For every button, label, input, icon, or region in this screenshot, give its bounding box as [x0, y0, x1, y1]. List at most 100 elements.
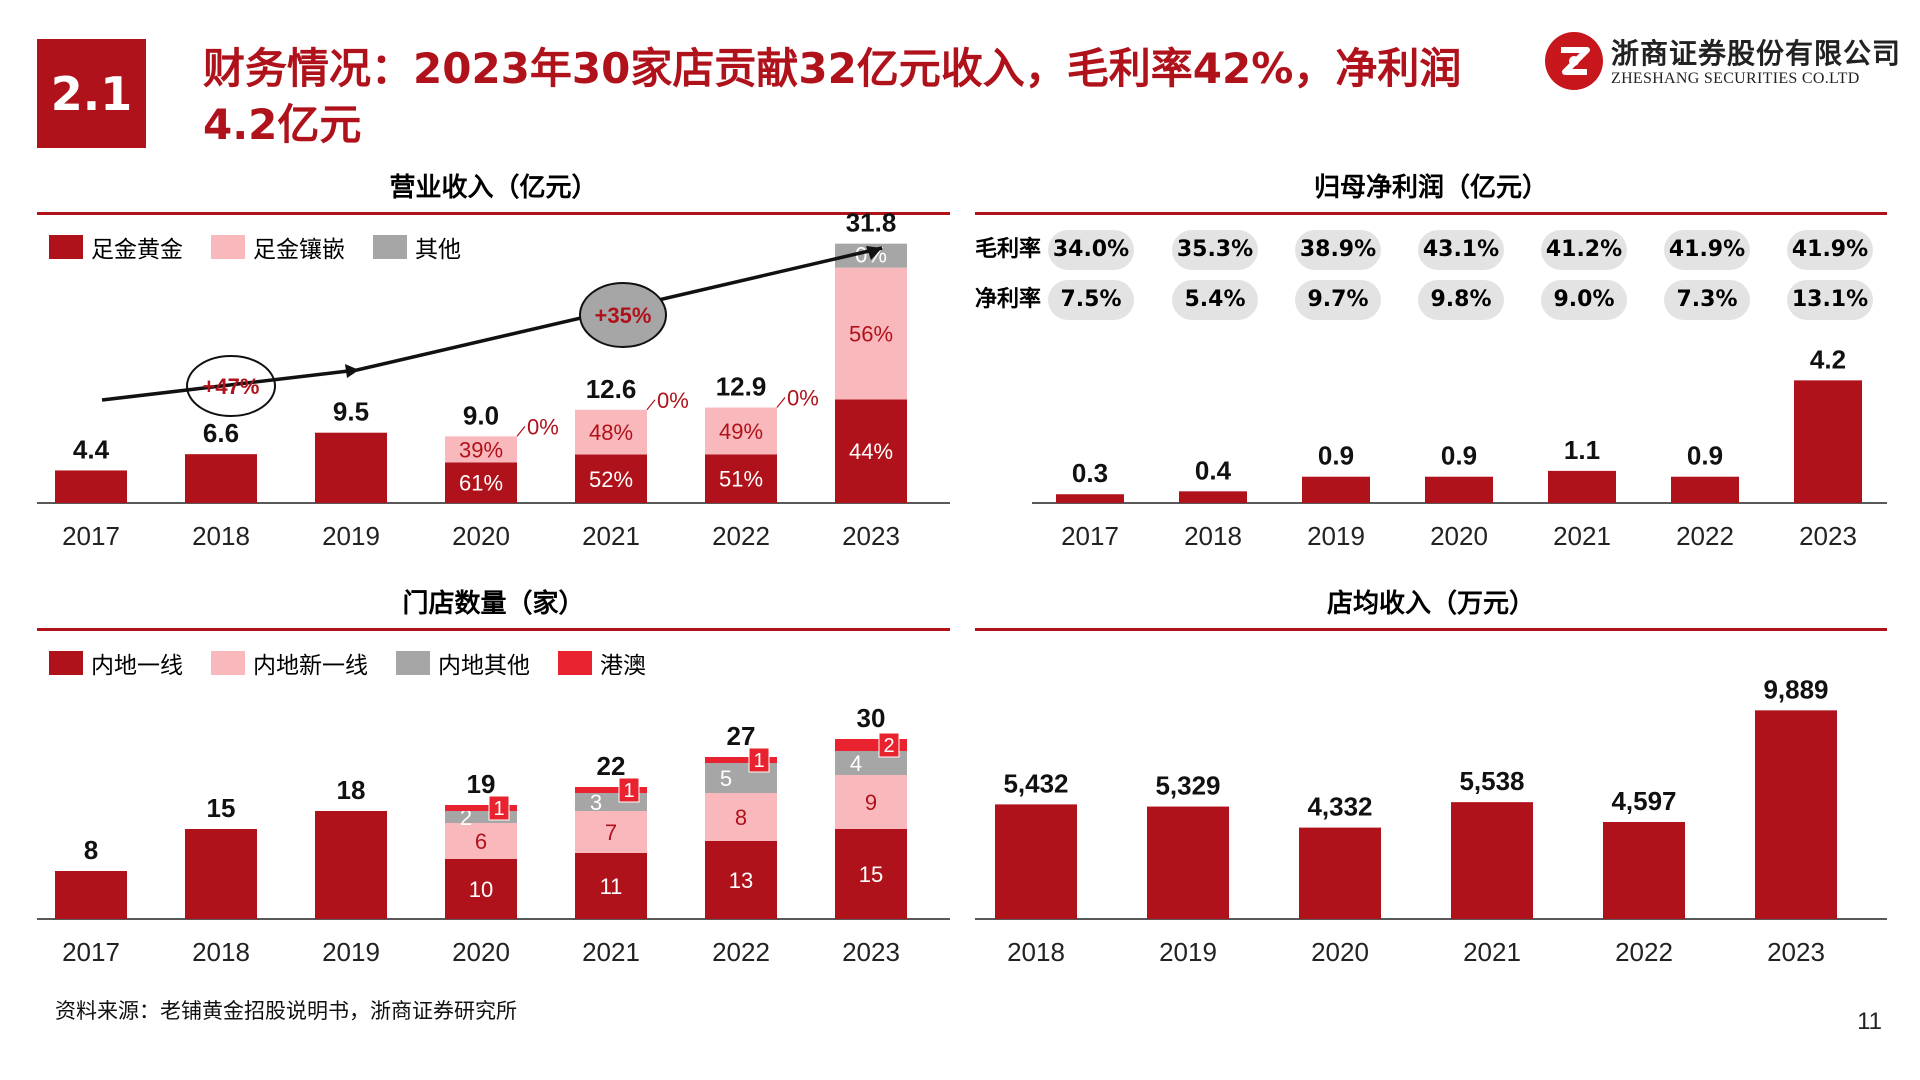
- gross-margin-pill: 35.3%: [1172, 230, 1258, 270]
- profit-title-rule: [975, 212, 1887, 215]
- x-tick-label: 2021: [582, 937, 640, 967]
- net-margin-pill: 9.7%: [1295, 280, 1381, 320]
- logo-english-name: ZHESHANG SECURITIES CO.LTD: [1611, 70, 1860, 87]
- revenue-bar-segment: [835, 399, 907, 503]
- per-store-value-label: 5,432: [1003, 768, 1068, 798]
- gross-margin-pill: 43.1%: [1418, 230, 1504, 270]
- legend-label: 内地新一线: [253, 653, 368, 679]
- per-store-title-rule: [975, 628, 1887, 631]
- growth-callout-label: +35%: [595, 303, 652, 328]
- net-margin-pill: 9.8%: [1418, 280, 1504, 320]
- x-tick-label: 2017: [62, 521, 120, 551]
- hkmacau-label-box: [618, 777, 640, 803]
- revenue-bar-segment: [315, 432, 387, 503]
- stores-bar-segment: [835, 775, 907, 829]
- x-tick-label: 2023: [1799, 521, 1857, 551]
- profit-bar: [1548, 470, 1616, 503]
- stores-bar-segment: [705, 841, 777, 919]
- per-store-panel: 店均收入（万元） 5,432 2018 5,329 2019 4,332 2020 5,53…: [975, 584, 1887, 984]
- stores-total-label: 15: [207, 793, 236, 823]
- revenue-bar-segment: [55, 470, 127, 503]
- profit-bar: [1179, 491, 1247, 503]
- revenue-total-label: 12.6: [586, 374, 637, 404]
- legend-label: 足金镶嵌: [253, 237, 345, 263]
- x-tick-label: 2021: [582, 521, 640, 551]
- legend-item-new-tier1: 内地新一线: [211, 646, 368, 680]
- revenue-title-rule: [37, 212, 950, 215]
- per-store-value-label: 4,597: [1611, 786, 1676, 816]
- revenue-panel: 营业收入（亿元） 足金黄金 足金镶嵌 其他 4.4 2017 6.6 2018 9.5 2…: [37, 168, 950, 568]
- x-tick-label: 2019: [322, 937, 380, 967]
- hkmacau-label-box: [878, 732, 900, 758]
- per-store-bar: [1451, 802, 1533, 919]
- per-store-value-label: 5,538: [1459, 766, 1524, 796]
- x-tick-label: 2020: [1430, 521, 1488, 551]
- profit-bar: [1671, 476, 1739, 503]
- legend-label: 内地一线: [91, 653, 183, 679]
- legend-label: 其他: [415, 237, 461, 263]
- legend-label: 港澳: [600, 653, 646, 679]
- section-number: 2.1: [37, 39, 146, 148]
- gross-margin-pill: 38.9%: [1295, 230, 1381, 270]
- stores-segment-label: 10: [469, 877, 493, 902]
- legend-label: 足金黄金: [91, 237, 183, 263]
- profit-value-label: 0.3: [1072, 458, 1108, 488]
- revenue-bar-segment: [185, 454, 257, 503]
- stores-chart-title: 门店数量（家）: [402, 589, 585, 619]
- gross-margin-pill: 41.2%: [1541, 230, 1627, 270]
- stores-total-label: 30: [857, 703, 886, 733]
- revenue-total-label: 12.9: [716, 372, 767, 402]
- stores-segment-label: 1: [753, 750, 764, 772]
- revenue-bar-segment: [835, 267, 907, 400]
- net-margin-pill: 9.0%: [1541, 280, 1627, 320]
- profit-bar: [1056, 494, 1124, 503]
- legend-item-tier1: 内地一线: [49, 646, 183, 680]
- x-tick-label: 2022: [1615, 937, 1673, 967]
- x-tick-label: 2019: [1307, 521, 1365, 551]
- legend-item-other: 其他: [373, 230, 461, 264]
- profit-chart: 0.3 2017 0.4 2018 0.9 2019 0.9 2020 1.1 2021 0.9 20…: [1032, 344, 1887, 551]
- x-tick-label: 2017: [62, 937, 120, 967]
- stores-segment-label: 5: [720, 766, 732, 791]
- stores-bar-segment: [705, 757, 777, 763]
- stores-total-label: 22: [597, 751, 626, 781]
- revenue-share-label: 56%: [849, 322, 893, 347]
- stores-segment-label: 1: [493, 798, 504, 820]
- net-margin-pill: 7.3%: [1664, 280, 1750, 320]
- hkmacau-label-box: [488, 795, 510, 821]
- stores-bar-segment: [445, 805, 517, 811]
- revenue-share-label: 0%: [787, 386, 819, 411]
- stores-bar-segment: [445, 859, 517, 919]
- per-store-chart: 5,432 2018 5,329 2019 4,332 2020 5,538 2021 4,59…: [975, 674, 1887, 967]
- stores-bar-segment: [55, 871, 127, 919]
- leader-line: [516, 426, 526, 437]
- net-margin-label: 净利率: [975, 287, 1042, 312]
- profit-value-label: 0.9: [1441, 441, 1477, 471]
- per-store-bar: [1603, 822, 1685, 919]
- legend-swatch: [558, 651, 592, 675]
- revenue-bar-segment: [575, 409, 647, 455]
- stores-bar-segment: [575, 853, 647, 919]
- stores-bar-segment: [445, 823, 517, 859]
- profit-bar: [1794, 380, 1862, 503]
- revenue-bar-segment: [705, 407, 777, 455]
- stores-total-label: 19: [467, 769, 496, 799]
- revenue-total-label: 9.5: [333, 397, 369, 427]
- revenue-chart: 4.4 2017 6.6 2018 9.5 2019 61% 39% 0% 9.0 2020 52% 4…: [37, 208, 950, 551]
- legend-item-hkmacau: 港澳: [558, 646, 646, 680]
- per-store-value-label: 4,332: [1307, 792, 1372, 822]
- trend-arrowhead-icon: [345, 364, 359, 378]
- legend-swatch: [49, 235, 83, 259]
- stores-bar-segment: [575, 811, 647, 853]
- profit-bar: [1425, 476, 1493, 503]
- x-tick-label: 2021: [1463, 937, 1521, 967]
- profit-value-label: 0.9: [1318, 441, 1354, 471]
- gross-margin-pill: 41.9%: [1664, 230, 1750, 270]
- growth-callout-circle: [579, 282, 667, 348]
- revenue-total-label: 31.8: [846, 208, 897, 238]
- stores-total-label: 27: [727, 721, 756, 751]
- zheshang-logo-icon: [1545, 32, 1603, 90]
- revenue-share-label: 52%: [589, 467, 633, 492]
- net-margin-pill: 7.5%: [1048, 280, 1134, 320]
